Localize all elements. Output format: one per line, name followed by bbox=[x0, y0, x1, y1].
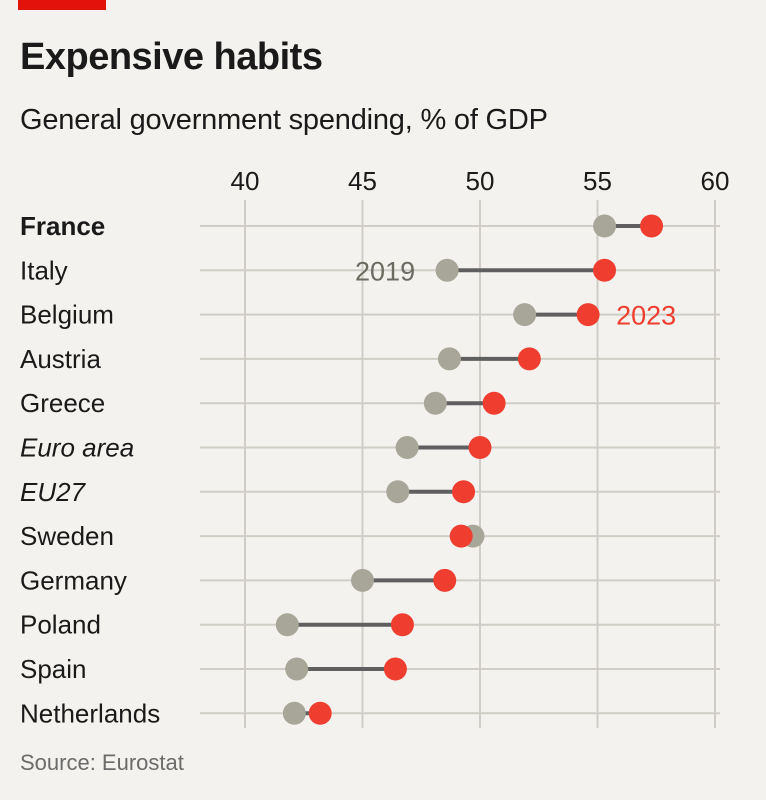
category-label: Netherlands bbox=[20, 698, 160, 728]
chart-subtitle: General government spending, % of GDP bbox=[20, 104, 548, 136]
chart-title: Expensive habits bbox=[20, 36, 323, 78]
dot-2023 bbox=[433, 568, 457, 592]
category-label: Austria bbox=[20, 344, 101, 374]
dot-2023 bbox=[468, 436, 492, 459]
category-label: Poland bbox=[20, 610, 101, 640]
dot-2023 bbox=[390, 613, 414, 637]
dot-2019 bbox=[275, 613, 299, 637]
dot-2019 bbox=[435, 258, 459, 282]
dot-2019 bbox=[593, 214, 617, 238]
x-tick-label: 60 bbox=[701, 166, 730, 196]
source-note: Source: Eurostat bbox=[20, 750, 184, 775]
dot-2023 bbox=[449, 524, 473, 548]
dot-2019 bbox=[395, 436, 419, 459]
dot-2023 bbox=[308, 701, 332, 725]
category-label: Sweden bbox=[20, 521, 114, 551]
series-annotation-2019: 2019 bbox=[355, 256, 415, 286]
dot-2023 bbox=[482, 391, 506, 415]
dot-2019 bbox=[282, 701, 306, 725]
category-label: Euro area bbox=[20, 433, 134, 463]
x-tick-label: 45 bbox=[348, 166, 377, 196]
category-label: Italy bbox=[20, 255, 68, 285]
category-label: France bbox=[20, 211, 105, 241]
category-label: Spain bbox=[20, 654, 87, 684]
dot-2023 bbox=[383, 657, 407, 681]
category-label: Greece bbox=[20, 388, 105, 418]
dot-2019 bbox=[437, 347, 461, 371]
dot-2023 bbox=[640, 214, 664, 238]
x-tick-label: 40 bbox=[231, 166, 260, 196]
dot-2023 bbox=[517, 347, 541, 371]
dot-2019 bbox=[351, 568, 374, 592]
dot-2019 bbox=[386, 480, 410, 504]
brand-tag bbox=[18, 0, 106, 10]
dot-2019 bbox=[513, 303, 537, 327]
category-label: Belgium bbox=[20, 300, 114, 330]
dot-2019 bbox=[423, 391, 447, 415]
category-label: EU27 bbox=[20, 477, 87, 507]
dot-plot-chart: 40 45 50 55 60 France Italy Belgium Austria Greec… bbox=[20, 166, 730, 728]
dot-2023 bbox=[452, 480, 476, 504]
dot-2023 bbox=[593, 258, 617, 282]
x-tick-label: 55 bbox=[583, 166, 612, 196]
dot-2023 bbox=[576, 303, 600, 327]
x-tick-label: 50 bbox=[466, 166, 495, 196]
dot-2019 bbox=[285, 657, 309, 681]
series-annotation-2023: 2023 bbox=[616, 301, 676, 331]
category-label: Germany bbox=[20, 565, 127, 595]
